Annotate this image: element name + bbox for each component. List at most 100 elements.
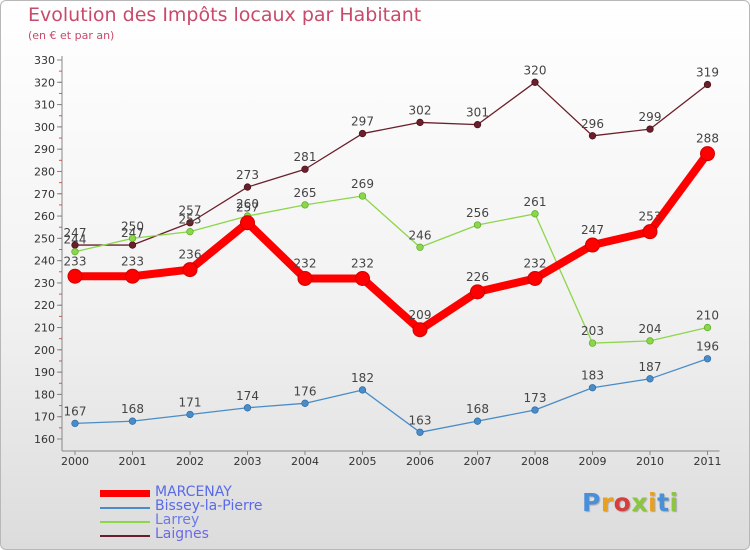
data-point-larrey <box>301 201 309 209</box>
data-label-marcenay: 232 <box>524 256 547 270</box>
y-tick-label: 180 <box>34 388 55 401</box>
data-point-larrey <box>531 210 539 218</box>
data-label-marcenay: 209 <box>409 308 432 322</box>
data-label-bissey-la-pierre: 196 <box>696 340 719 354</box>
data-point-laignes <box>301 165 309 173</box>
series-bissey-la-pierre: 167 168 171 174 176 182 163 168 173 183 187 196 <box>64 340 719 436</box>
data-label-larrey: 253 <box>179 213 202 227</box>
data-point-larrey <box>416 243 424 251</box>
series-line-larrey <box>74 195 709 344</box>
data-point-marcenay <box>412 322 428 338</box>
data-label-marcenay: 233 <box>121 254 144 268</box>
data-point-laignes <box>186 219 194 227</box>
data-label-larrey: 256 <box>466 206 489 220</box>
data-label-laignes: 273 <box>236 168 259 182</box>
data-label-laignes: 296 <box>581 117 604 131</box>
data-label-laignes: 320 <box>524 63 547 77</box>
data-label-marcenay: 288 <box>696 132 719 146</box>
data-point-bissey-la-pierre <box>588 384 597 392</box>
data-point-larrey <box>588 339 597 347</box>
data-label-larrey: 244 <box>64 233 87 247</box>
y-tick-label: 200 <box>34 344 55 357</box>
data-label-marcenay: 253 <box>639 210 662 224</box>
data-point-laignes <box>416 118 424 127</box>
data-label-laignes: 301 <box>466 106 489 120</box>
series-line-marcenay <box>71 149 712 334</box>
data-point-bissey-la-pierre <box>473 417 482 425</box>
data-label-bissey-la-pierre: 168 <box>466 402 489 416</box>
x-tick-label: 2000 <box>61 455 89 468</box>
data-label-marcenay: 236 <box>179 248 202 262</box>
logo-letter: P <box>582 488 601 517</box>
data-label-larrey: 260 <box>236 197 259 211</box>
x-tick-label: 2011 <box>694 455 722 468</box>
x-tick-label: 2005 <box>349 455 377 468</box>
data-label-bissey-la-pierre: 183 <box>581 369 604 383</box>
data-label-bissey-la-pierre: 163 <box>409 413 432 427</box>
x-tick-label: 2003 <box>234 455 262 468</box>
data-point-larrey <box>128 234 137 243</box>
data-point-laignes <box>646 125 654 133</box>
data-point-bissey-la-pierre <box>531 406 539 414</box>
x-tick-label: 2010 <box>636 455 664 468</box>
y-tick-label: 310 <box>34 99 55 112</box>
y-tick-label: 270 <box>34 188 55 201</box>
data-point-laignes <box>358 129 367 138</box>
y-tick-label: 230 <box>34 277 55 290</box>
y-tick-label: 160 <box>34 433 55 446</box>
data-label-marcenay: 232 <box>294 256 317 270</box>
y-tick-label: 220 <box>34 299 55 312</box>
data-label-marcenay: 232 <box>351 256 374 270</box>
data-point-bissey-la-pierre <box>71 419 79 428</box>
data-label-larrey: 246 <box>409 228 432 242</box>
data-label-laignes: 302 <box>409 103 432 117</box>
data-point-bissey-la-pierre <box>703 355 712 363</box>
data-label-bissey-la-pierre: 173 <box>524 391 547 405</box>
legend-label: MARCENAY <box>155 484 232 500</box>
x-tick-label: 2009 <box>579 455 607 468</box>
data-point-marcenay <box>642 224 658 240</box>
data-label-marcenay: 247 <box>581 223 604 237</box>
data-point-bissey-la-pierre <box>416 428 424 436</box>
x-tick-label: 2007 <box>464 455 492 468</box>
logo-letter: o <box>613 488 632 517</box>
data-label-laignes: 297 <box>351 115 374 129</box>
y-tick-label: 190 <box>34 366 55 379</box>
data-label-laignes: 281 <box>294 150 317 164</box>
data-label-larrey: 269 <box>351 177 374 191</box>
y-tick-label: 250 <box>34 232 55 245</box>
data-point-marcenay <box>297 270 313 286</box>
data-label-laignes: 257 <box>179 204 202 218</box>
data-point-laignes <box>531 78 539 86</box>
y-tick-label: 260 <box>34 210 55 223</box>
data-point-laignes <box>473 121 482 129</box>
data-point-bissey-la-pierre <box>128 417 137 425</box>
series-laignes: 247 247 257 273 281 297 302 301 320 296 299 319 <box>64 63 719 249</box>
legend-swatch <box>100 521 150 523</box>
y-tick-label: 210 <box>34 322 55 335</box>
legend-swatch <box>100 535 150 537</box>
data-label-bissey-la-pierre: 187 <box>639 360 662 374</box>
y-tick-label: 280 <box>34 165 55 178</box>
data-point-marcenay <box>470 284 485 300</box>
data-label-bissey-la-pierre: 171 <box>179 395 202 409</box>
data-label-laignes: 299 <box>639 110 662 124</box>
data-point-bissey-la-pierre <box>646 375 654 383</box>
data-point-bissey-la-pierre <box>243 404 252 412</box>
data-label-marcenay: 233 <box>64 254 87 268</box>
y-tick-label: 240 <box>34 255 55 268</box>
y-tick-label: 300 <box>34 121 55 134</box>
proxiti-logo: Proxiti <box>582 488 679 517</box>
legend-swatch <box>100 507 150 509</box>
logo-letter: i <box>648 488 658 517</box>
data-point-larrey <box>646 337 654 345</box>
logo-letter: i <box>669 488 679 517</box>
data-label-bissey-la-pierre: 176 <box>294 384 317 398</box>
data-label-bissey-la-pierre: 167 <box>64 404 87 418</box>
chart-subtitle: (en € et par an) <box>28 29 115 42</box>
data-point-marcenay <box>67 268 83 284</box>
data-point-marcenay <box>125 268 140 284</box>
data-point-larrey <box>703 323 712 332</box>
logo-letter: x <box>631 488 648 517</box>
